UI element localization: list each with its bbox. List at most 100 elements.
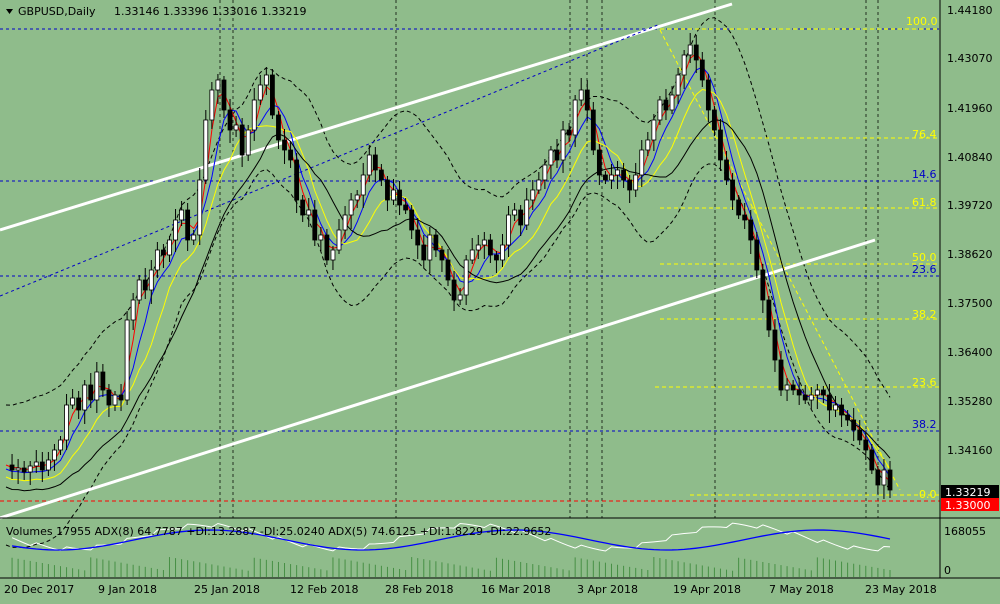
fib-label-76: 76.4	[912, 128, 937, 141]
level-price-label: 1.33000	[945, 499, 991, 512]
trend-channel[interactable]	[0, 2, 901, 520]
candle-body	[251, 99, 257, 131]
candle-body	[494, 254, 499, 261]
candle-body	[536, 179, 542, 191]
blue-label-38: 38.2	[912, 418, 937, 431]
candle-body	[675, 74, 681, 96]
candle-body	[554, 149, 560, 161]
candle-body	[282, 139, 287, 151]
candle-body	[863, 439, 869, 451]
candle-body	[245, 129, 251, 156]
candle-body	[94, 371, 100, 401]
candle-body	[778, 359, 784, 391]
candle-body	[754, 239, 760, 271]
candle-body	[833, 404, 838, 411]
time-label: 20 Dec 2017	[4, 583, 74, 596]
candle-body	[651, 119, 657, 141]
candle-body	[300, 199, 306, 216]
candle-body	[621, 169, 626, 181]
candle-body	[839, 404, 844, 416]
fib-labels: 100.0 76.4 61.8 50.0 38.2 23.6 0.0	[906, 15, 938, 501]
indicator-tick-bottom: 0	[944, 564, 951, 577]
candle-body	[427, 234, 433, 261]
candle-body	[681, 54, 687, 76]
fib-label-50: 50.0	[912, 251, 937, 264]
candle-body	[566, 129, 572, 136]
candle-body	[227, 109, 233, 131]
candle-body	[221, 79, 227, 111]
blue-label-23: 23.6	[912, 263, 937, 276]
price-tick: 1.35280	[947, 395, 993, 408]
band-upper	[5, 17, 891, 406]
candlesticks	[9, 33, 893, 499]
candle-body	[209, 89, 215, 121]
candle-body	[179, 209, 184, 221]
price-tick: 1.34160	[947, 444, 993, 457]
symbol-label: GBPUSD,Daily	[18, 5, 96, 18]
candle-body	[360, 174, 366, 196]
candle-body	[869, 449, 875, 471]
channel-upper-line[interactable]	[0, 2, 733, 232]
candle-body	[348, 199, 354, 216]
candle-body	[669, 94, 675, 111]
candle-body	[724, 159, 729, 181]
fib-label-100: 100.0	[906, 15, 938, 28]
candle-body	[233, 124, 239, 131]
candle-body	[590, 109, 596, 151]
candle-body	[487, 239, 493, 256]
adx-white-line	[11, 522, 891, 552]
candle-body	[372, 154, 378, 171]
candle-body	[609, 174, 614, 181]
candle-body	[705, 79, 711, 111]
candle-body	[39, 461, 45, 471]
candle-body	[524, 199, 530, 226]
candle-body	[197, 179, 203, 236]
candle-body	[772, 329, 778, 361]
candle-body	[469, 249, 475, 261]
candle-body	[52, 449, 57, 461]
price-tick: 1.37500	[947, 297, 993, 310]
channel-lower-line[interactable]	[0, 238, 876, 520]
candle-body	[124, 319, 130, 401]
time-label: 16 Mar 2018	[481, 583, 551, 596]
candle-body	[409, 209, 415, 231]
candle-body	[215, 79, 221, 91]
time-label: 23 May 2018	[865, 583, 937, 596]
candle-body	[457, 294, 463, 301]
candle-body	[288, 149, 293, 161]
candle-body	[718, 129, 723, 161]
candle-body	[336, 229, 342, 251]
candle-body	[820, 389, 826, 396]
candle-body	[560, 129, 566, 161]
blue-level-labels: 14.6 23.6 38.2	[912, 168, 937, 431]
candle-body	[76, 397, 82, 411]
triangle-down-icon[interactable]	[6, 9, 13, 14]
candle-body	[330, 249, 336, 261]
candle-body	[64, 404, 69, 441]
candle-body	[312, 209, 318, 241]
price-tick: 1.43070	[947, 52, 993, 65]
chart-header: GBPUSD,Daily 1.33146 1.33396 1.33016 1.3…	[6, 5, 306, 18]
candle-body	[790, 384, 796, 391]
candle-body	[712, 109, 717, 131]
candle-body	[354, 194, 360, 201]
candle-body	[306, 209, 312, 216]
volume-bars	[11, 557, 891, 577]
candle-body	[548, 149, 554, 166]
candle-body	[45, 459, 51, 471]
price-axis[interactable]: 1.44180 1.43070 1.41960 1.40840 1.39720 …	[939, 0, 999, 578]
candle-body	[445, 259, 451, 281]
time-axis[interactable]: 20 Dec 2017 9 Jan 2018 25 Jan 2018 12 Fe…	[0, 577, 1000, 596]
blue-label-14: 14.6	[912, 168, 937, 181]
fib-diagonal-line	[659, 29, 901, 491]
candle-body	[699, 59, 705, 81]
candle-body	[578, 89, 584, 101]
time-label: 28 Feb 2018	[385, 583, 453, 596]
candle-body	[167, 239, 172, 256]
candle-body	[294, 159, 300, 201]
candle-body	[736, 199, 742, 216]
indicator-panel[interactable]: Volumes 17955 ADX(8) 64.7787 +DI:13.2887…	[0, 517, 1000, 577]
candle-body	[106, 389, 112, 406]
